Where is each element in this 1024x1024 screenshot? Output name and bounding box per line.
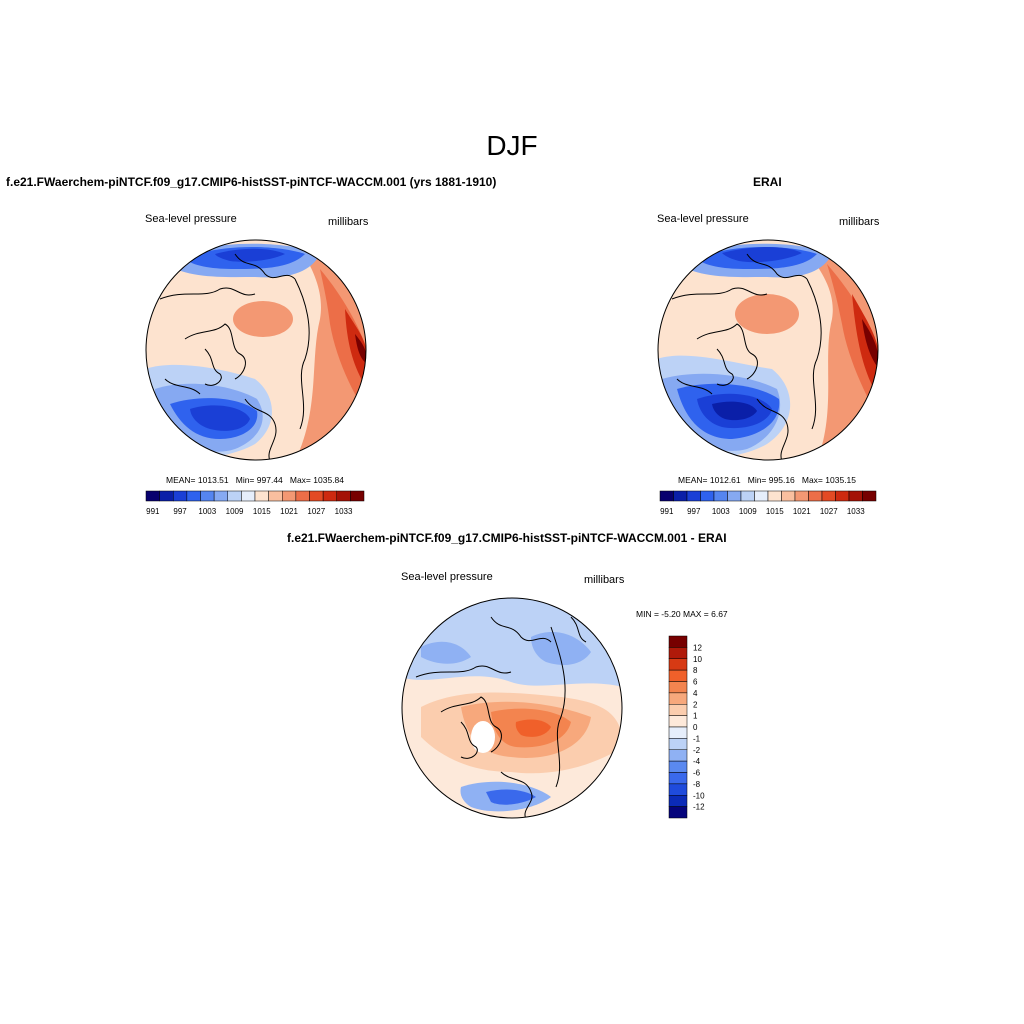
diff-colorbar-box [668,772,688,785]
model-colorbar-tick-label: 1021 [280,507,298,516]
obs-colorbar-tick-label: 1015 [766,507,784,516]
diff-colorbar-tick-label: 0 [693,723,698,732]
figure-title: DJF [486,130,538,161]
diff-colorbar-box [668,635,688,648]
model-colorbar-box [336,490,351,502]
model-colorbar-tick-label: 997 [173,507,187,516]
model-colorbar: 991 997 1003 1009 1015 1021 1027 1033 [145,490,365,516]
obs-polar-map [657,239,879,461]
obs-colorbar-box [713,490,728,502]
model-colorbar-box [350,490,365,502]
model-colorbar-box [268,490,283,502]
model-colorbar-box [186,490,201,502]
obs-colorbar-tick-label: 1027 [820,507,838,516]
obs-colorbar-box [848,490,863,502]
diff-colorbar-box [668,795,688,807]
diff-colorbar-box [668,647,688,659]
obs-colorbar-box [740,490,755,502]
diff-colorbar-tick-label: 1 [693,712,698,721]
model-colorbar-box [213,490,228,502]
diff-colorbar-tick-label: 6 [693,678,698,687]
obs-units-label: millibars [839,216,880,228]
diff-colorbar-box [668,669,688,682]
obs-panel-title: ERAI [753,175,782,189]
model-colorbar-tick-label: 1015 [253,507,271,516]
obs-colorbar-tick-label: 991 [660,507,674,516]
model-colorbar-box [145,490,160,502]
model-colorbar-box [159,490,174,502]
model-colorbar-box [173,490,188,502]
diff-colorbar-tick-label: -12 [693,803,705,812]
diff-colorbar-box [668,681,688,694]
obs-colorbar-tick-label: 1021 [793,507,811,516]
obs-colorbar-tick-label: 1033 [847,507,865,516]
model-colorbar-box [282,490,297,502]
model-colorbar-tick-label: 1027 [307,507,325,516]
diff-minmax: MIN = -5.20 MAX = 6.67 [636,609,728,619]
model-colorbar-tick-label: 1009 [226,507,244,516]
obs-colorbar-box [835,490,850,502]
obs-colorbar-box [727,490,742,502]
diff-colorbar-tick-label: -1 [693,734,701,743]
diff-colorbar-box [668,760,688,773]
obs-colorbar-tick-label: 1003 [712,507,730,516]
obs-stats: MEAN= 1012.61 Min= 995.16 Max= 1035.15 [678,475,857,485]
model-colorbar-tick-label: 1003 [198,507,216,516]
diff-colorbar-box [668,738,688,750]
diff-colorbar-box [668,783,688,796]
diff-colorbar-tick-label: -6 [693,769,701,778]
obs-colorbar-box [767,490,782,502]
diff-colorbar-tick-label: 4 [693,689,698,698]
obs-colorbar-box [862,490,877,502]
diff-colorbar-tick-label: 10 [693,655,702,664]
diff-colorbar-box [668,704,688,716]
diff-colorbar-tick-label: 12 [693,643,702,652]
model-colorbar-box [227,490,242,502]
diff-colorbar-tick-label: 2 [693,700,698,709]
obs-colorbar-box [686,490,701,502]
model-stats: MEAN= 1013.51 Min= 997.44 Max= 1035.84 [166,475,345,485]
model-polar-map [145,239,367,461]
model-colorbar-tick-label: 1033 [335,507,353,516]
diff-colorbar-box [668,658,688,671]
obs-colorbar-box [700,490,715,502]
obs-variable-label: Sea-level pressure [657,213,749,225]
obs-colorbar-box [659,490,674,502]
diff-units-label: millibars [584,574,625,586]
diff-colorbar-tick-label: -2 [693,746,701,755]
diff-colorbar-box [668,715,688,728]
obs-colorbar: 991 997 1003 1009 1015 1021 1027 1033 [659,490,877,516]
diff-variable-label: Sea-level pressure [401,571,493,583]
obs-colorbar-box [781,490,796,502]
obs-colorbar-box [808,490,823,502]
diff-colorbar-box [668,692,688,705]
diff-colorbar-tick-label: 8 [693,666,698,675]
model-colorbar-box [254,490,269,502]
model-variable-label: Sea-level pressure [145,213,237,225]
model-colorbar-box [241,490,256,502]
model-colorbar-box [322,490,337,502]
obs-colorbar-box [754,490,769,502]
model-colorbar-tick-label: 991 [146,507,160,516]
diff-colorbar-box [668,749,688,762]
obs-colorbar-tick-label: 1009 [739,507,757,516]
obs-colorbar-tick-label: 997 [687,507,701,516]
diff-colorbar-tick-label: -10 [693,791,705,800]
diff-colorbar-tick-label: -4 [693,757,701,766]
model-panel-title: f.e21.FWaerchem-piNTCF.f09_g17.CMIP6-his… [6,175,497,189]
diff-colorbar-box [668,806,688,819]
obs-colorbar-box [821,490,836,502]
obs-colorbar-box [794,490,809,502]
diff-colorbar-tick-label: -8 [693,780,701,789]
obs-colorbar-box [673,490,688,502]
diff-panel-title: f.e21.FWaerchem-piNTCF.f09_g17.CMIP6-his… [287,531,727,545]
model-units-label: millibars [328,216,369,228]
model-colorbar-box [295,490,310,502]
model-colorbar-box [200,490,215,502]
model-colorbar-box [309,490,324,502]
diff-colorbar-box [668,726,688,739]
diff-polar-map [401,597,623,819]
